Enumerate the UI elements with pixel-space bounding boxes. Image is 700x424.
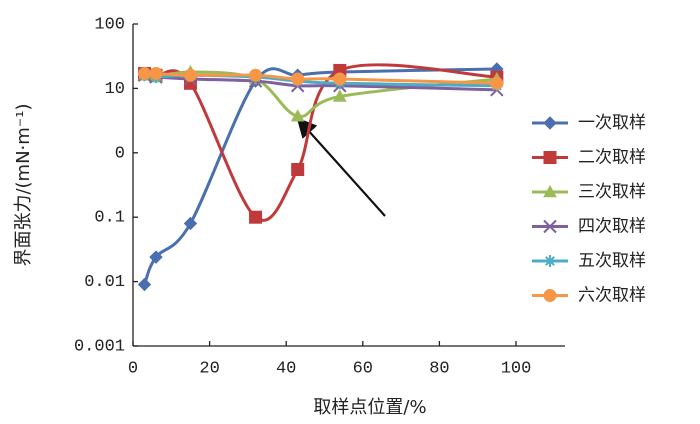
legend-marker: [543, 116, 557, 130]
marker: [249, 210, 263, 224]
legend-marker: [544, 255, 556, 267]
y-tick-label: 100: [94, 15, 125, 34]
marker: [183, 216, 198, 231]
legend-label: 三次取样: [578, 182, 646, 202]
x-tick-label: 60: [353, 359, 373, 378]
legend-label: 六次取样: [578, 286, 646, 306]
x-tick-label: 40: [276, 359, 296, 378]
marker: [291, 72, 305, 86]
x-tick-label: 100: [501, 359, 532, 378]
legend-marker: [543, 219, 557, 234]
legend-label: 二次取样: [578, 148, 646, 168]
legend-marker: [543, 151, 557, 164]
legend-label: 一次取样: [578, 113, 646, 133]
series-line: [143, 67, 497, 286]
annotation-arrow: [296, 117, 386, 217]
legend-label: 五次取样: [578, 251, 646, 271]
marker: [149, 67, 163, 81]
legend-label: 四次取样: [578, 217, 646, 237]
marker: [333, 72, 347, 86]
legend-marker: [543, 184, 557, 198]
y-tick-label: 0: [115, 144, 125, 163]
marker: [290, 109, 305, 122]
marker: [149, 250, 163, 264]
x-tick-label: 0: [128, 359, 138, 378]
y-tick-label: 10: [105, 80, 125, 99]
x-tick-label: 80: [429, 359, 449, 378]
y-tick-label: 0.001: [74, 337, 125, 356]
marker: [249, 68, 263, 82]
marker: [332, 89, 347, 102]
marker: [137, 277, 152, 292]
marker: [137, 67, 151, 81]
marker: [291, 163, 305, 177]
x-axis-label: 取样点位置/%: [313, 397, 426, 418]
y-tick-label: 0.1: [94, 209, 125, 228]
y-axis-label: 界面张力/(mN·m⁻¹): [13, 103, 34, 266]
x-tick-label: 20: [199, 359, 219, 378]
legend-marker: [543, 289, 557, 302]
marker: [490, 76, 504, 90]
marker: [183, 68, 197, 82]
y-tick-label: 0.01: [84, 273, 125, 292]
